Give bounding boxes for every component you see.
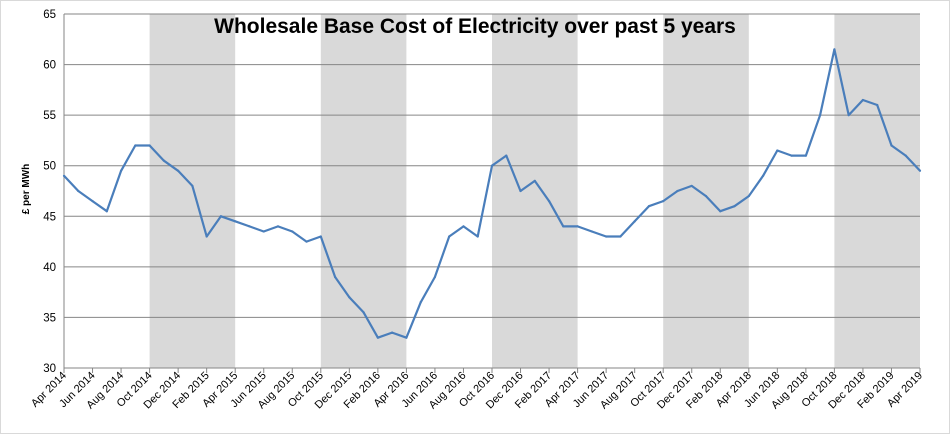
data-point	[291, 230, 294, 233]
data-point	[319, 235, 322, 238]
data-point	[476, 235, 479, 238]
data-point	[562, 225, 565, 228]
data-point	[205, 235, 208, 238]
data-point	[747, 194, 750, 198]
data-point	[490, 164, 494, 167]
y-tick-label-55: 55	[43, 110, 56, 122]
data-point	[191, 184, 194, 188]
data-point	[733, 205, 736, 208]
data-point	[533, 179, 536, 182]
data-point	[348, 296, 351, 299]
y-tick-label-45: 45	[43, 211, 56, 223]
data-point	[790, 154, 793, 157]
axes	[63, 14, 921, 373]
data-point	[162, 159, 165, 162]
data-point	[890, 144, 893, 147]
data-point	[405, 336, 408, 339]
y-tick-label-35: 35	[43, 312, 56, 324]
data-point	[547, 200, 551, 203]
data-point	[262, 230, 265, 233]
data-point	[362, 311, 365, 314]
data-point	[234, 220, 237, 223]
data-point	[804, 154, 807, 157]
data-point	[91, 200, 94, 203]
shaded-band-4	[834, 14, 920, 368]
shaded-band-1	[320, 14, 407, 368]
data-point	[376, 336, 379, 339]
data-point	[633, 220, 636, 223]
y-tick-label-30: 30	[43, 363, 56, 375]
data-point	[776, 149, 779, 152]
data-point	[676, 189, 679, 193]
data-point	[904, 154, 907, 157]
data-point	[62, 174, 66, 177]
series-lines	[62, 48, 922, 339]
data-point	[576, 225, 579, 228]
shaded-band-2	[492, 14, 578, 368]
data-point	[505, 154, 508, 157]
data-point	[761, 174, 765, 177]
y-tick-label-40: 40	[43, 262, 56, 274]
data-point	[719, 210, 722, 213]
data-point	[433, 275, 437, 279]
data-point	[918, 169, 922, 172]
data-point	[519, 189, 522, 193]
y-axis-label: £ per MWh	[21, 164, 32, 215]
data-point	[605, 235, 608, 238]
data-point	[590, 230, 593, 233]
data-point	[333, 275, 337, 279]
data-point	[619, 235, 622, 238]
data-point	[847, 114, 850, 117]
data-point	[419, 301, 422, 304]
data-point	[134, 144, 137, 147]
data-point	[276, 225, 280, 228]
data-point	[833, 48, 836, 51]
data-point	[248, 225, 251, 228]
data-point	[448, 235, 451, 238]
data-point	[219, 215, 223, 218]
data-point	[391, 331, 394, 334]
y-tick-label-50: 50	[43, 161, 56, 173]
y-tick-label-60: 60	[43, 60, 56, 72]
y-tick-label-65: 65	[43, 9, 56, 21]
data-point	[690, 184, 693, 188]
gridlines	[64, 13, 920, 369]
y-tick-labels: 30 35 40 45 50 55 60 65	[43, 9, 56, 375]
data-point	[148, 144, 151, 147]
data-point	[105, 210, 108, 213]
data-point	[662, 200, 665, 203]
data-point	[861, 98, 865, 102]
chart-title: Wholesale Base Cost of Electricity over …	[214, 15, 736, 38]
data-point	[119, 169, 123, 172]
data-point	[819, 114, 822, 117]
data-point	[647, 205, 651, 208]
data-point	[177, 169, 180, 172]
data-point	[305, 240, 308, 243]
data-point	[462, 225, 465, 228]
data-point	[77, 189, 80, 193]
shaded-bands	[149, 14, 920, 368]
data-point	[876, 103, 879, 107]
shaded-band-0	[149, 14, 236, 368]
data-point	[704, 194, 708, 198]
